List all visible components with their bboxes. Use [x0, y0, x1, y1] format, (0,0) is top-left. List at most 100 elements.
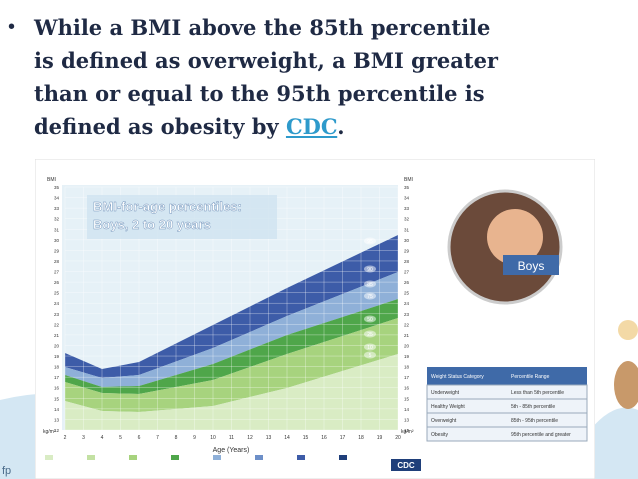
y-tick-label: 32 [404, 217, 410, 222]
y-tick-label: 19 [54, 354, 60, 359]
y-tick-label: 15 [404, 396, 410, 401]
x-tick-label: 2 [64, 435, 67, 441]
text: . [337, 114, 345, 139]
percentile-marker [364, 343, 376, 351]
y-tick-label: 17 [404, 375, 410, 380]
table-cell: Underweight [431, 390, 460, 396]
legend-swatch [171, 455, 179, 460]
x-tick-label: 11 [229, 435, 234, 441]
y-tick-label: 27 [404, 270, 410, 275]
x-tick-label: 19 [377, 435, 383, 441]
y-tick-label: 30 [404, 238, 410, 243]
x-tick-label: 10 [210, 435, 216, 441]
percentile-label: 50 [367, 317, 373, 323]
legend-swatch [297, 455, 305, 460]
percentile-marker [364, 237, 376, 245]
x-tick-label: 3 [82, 435, 85, 441]
y-tick-label: 20 [54, 343, 60, 348]
y-tick-label: 24 [404, 301, 410, 306]
y-tick-label: 13 [404, 417, 410, 422]
percentile-label: 95 [367, 239, 373, 245]
percentile-marker [364, 315, 376, 323]
y-tick-label: 35 [54, 185, 60, 190]
x-tick-label: 14 [284, 435, 290, 441]
y-tick-label: 23 [54, 312, 60, 317]
table-header-cell: Percentile Range [511, 374, 550, 380]
y-tick-label: 31 [404, 227, 410, 232]
table-cell: Healthy Weight [431, 404, 465, 410]
table-header-cell: Weight Status Category [431, 374, 484, 380]
y-tick-label: 26 [404, 280, 410, 285]
x-tick-label: 18 [358, 435, 364, 441]
table-cell: Obesity [431, 432, 448, 438]
y-tick-label: 20 [404, 343, 410, 348]
y-tick-label: 22 [54, 322, 60, 327]
legend-swatch [339, 455, 347, 460]
percentile-label: 75 [367, 294, 373, 300]
x-tick-label: 15 [303, 435, 309, 441]
x-tick-label: 7 [156, 435, 159, 441]
y-tick-label: 12 [54, 428, 60, 433]
y-tick-label: 21 [404, 333, 410, 338]
percentile-label: 90 [367, 267, 373, 273]
logo: CDC [397, 461, 415, 470]
y-tick-label: 17 [54, 375, 60, 380]
y-tick-label: 14 [404, 407, 410, 412]
y-tick-label: 16 [54, 386, 60, 391]
figure-title: BMI-for-age percentiles: [93, 199, 242, 214]
legend-swatch [45, 455, 53, 460]
x-tick-label: 20 [395, 435, 401, 441]
y-axis-label: BMI [47, 177, 56, 183]
y-tick-label: 14 [54, 407, 60, 412]
text-line: defined as obesity by CDC. [34, 114, 345, 139]
percentile-marker [364, 292, 376, 300]
table-cell: Overweight [431, 418, 457, 424]
x-tick-label: 4 [101, 435, 104, 441]
percentile-label: 10 [367, 345, 373, 351]
percentile-marker [364, 280, 376, 288]
percentile-marker [364, 351, 376, 359]
y-tick-label: 30 [54, 238, 60, 243]
x-tick-label: 8 [175, 435, 178, 441]
y-tick-label: 28 [54, 259, 60, 264]
y-tick-label: 28 [404, 259, 410, 264]
y-tick-label: 18 [54, 365, 60, 370]
x-tick-label: 13 [266, 435, 272, 441]
table-row [426, 426, 588, 442]
y-tick-label: 35 [404, 185, 410, 190]
y-tick-label: 32 [54, 217, 60, 222]
legend-swatch [129, 455, 137, 460]
percentile-label: 25 [367, 332, 373, 338]
y-tick-label: 26 [54, 280, 60, 285]
text-line: While a BMI above the 85th percentile [34, 15, 491, 40]
percentile-marker [364, 265, 376, 273]
y-tick-label: 22 [404, 322, 410, 327]
unit-label: kg/m² [401, 429, 414, 435]
y-tick-label: 15 [54, 396, 60, 401]
y-tick-label: 29 [404, 248, 410, 253]
table-cell: 95th percentile and greater [511, 432, 571, 438]
y-tick-label: 19 [404, 354, 410, 359]
y-tick-label: 27 [54, 270, 60, 275]
y-tick-label: 34 [54, 196, 60, 201]
link[interactable]: CDC [285, 114, 338, 139]
unit-label: kg/m² [43, 429, 56, 435]
y-tick-label: 12 [404, 428, 410, 433]
y-tick-label: 16 [404, 386, 410, 391]
y-tick-label: 25 [54, 291, 60, 296]
y-tick-label: 33 [404, 206, 410, 211]
x-tick-label: 17 [340, 435, 346, 441]
text-line: than or equal to the 95th percentile is [34, 81, 485, 106]
table-cell: 85th - 95th percentile [511, 418, 558, 424]
x-tick-label: 9 [193, 435, 196, 441]
y-axis-label: BMI [404, 177, 413, 183]
percentile-marker [364, 330, 376, 338]
y-tick-label: 24 [54, 301, 60, 306]
x-axis-label: Age (Years) [213, 447, 250, 454]
y-tick-label: 25 [404, 291, 410, 296]
y-tick-label: 23 [404, 312, 410, 317]
legend-swatch [213, 455, 221, 460]
y-tick-label: 34 [404, 196, 410, 201]
x-tick-label: 12 [247, 435, 253, 441]
x-tick-label: 16 [321, 435, 327, 441]
